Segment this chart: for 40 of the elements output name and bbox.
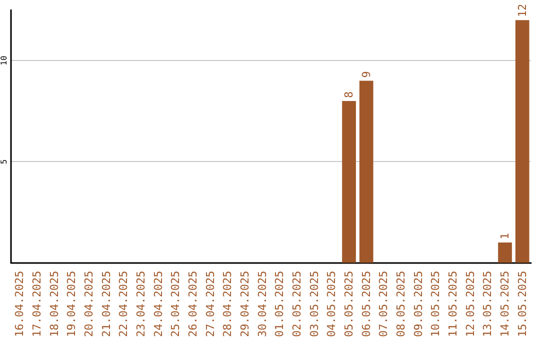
x-tick-label: 22.04.2025 <box>117 270 130 338</box>
data-label: 8 <box>342 91 356 98</box>
data-label: 12 <box>516 4 529 18</box>
x-tick-label: 19.04.2025 <box>65 270 78 338</box>
x-tick-label: 06.05.2025 <box>360 270 373 338</box>
x-tick-label: 29.04.2025 <box>238 270 252 338</box>
y-tick-label: 5 <box>0 159 8 164</box>
x-tick-label: 10.05.2025 <box>429 270 442 338</box>
x-tick-label: 04.05.2025 <box>325 270 338 338</box>
x-tick-label: 26.04.2025 <box>186 270 200 338</box>
bar <box>515 20 530 263</box>
x-tick-label: 11.05.2025 <box>446 270 460 338</box>
x-tick-label: 16.04.2025 <box>13 270 26 338</box>
bar <box>342 101 356 263</box>
x-tick-label: 01.05.2025 <box>273 270 286 338</box>
x-tick-label: 08.05.2025 <box>394 270 408 338</box>
x-tick-label: 02.05.2025 <box>290 270 304 338</box>
x-tick-label: 07.05.2025 <box>377 270 390 338</box>
x-tick-label: 09.05.2025 <box>412 270 425 338</box>
x-tick-label: 15.05.2025 <box>516 270 529 338</box>
x-tick-label: 14.05.2025 <box>498 270 512 338</box>
x-tick-label: 18.04.2025 <box>48 270 61 338</box>
bar <box>359 80 374 263</box>
x-tick-label: 03.05.2025 <box>308 270 321 338</box>
data-label: 9 <box>360 71 373 78</box>
x-tick-label: 05.05.2025 <box>342 270 356 338</box>
bar <box>498 242 512 263</box>
x-tick-label: 17.04.2025 <box>30 270 44 338</box>
x-tick-label: 23.04.2025 <box>134 270 148 338</box>
x-tick-label: 13.05.2025 <box>481 270 494 338</box>
data-label: 1 <box>498 232 512 240</box>
x-tick-label: 25.04.2025 <box>169 270 182 338</box>
x-tick-label: 12.05.2025 <box>464 270 477 338</box>
x-tick-label: 28.04.2025 <box>221 270 234 338</box>
x-tick-label: 21.04.2025 <box>100 270 113 338</box>
x-tick-label: 30.04.2025 <box>256 270 269 338</box>
x-tick-label: 27.04.2025 <box>204 270 217 338</box>
x-tick-label: 20.04.2025 <box>82 270 96 338</box>
y-tick-label: 10 <box>0 56 8 66</box>
x-tick-label: 24.04.2025 <box>152 270 165 338</box>
